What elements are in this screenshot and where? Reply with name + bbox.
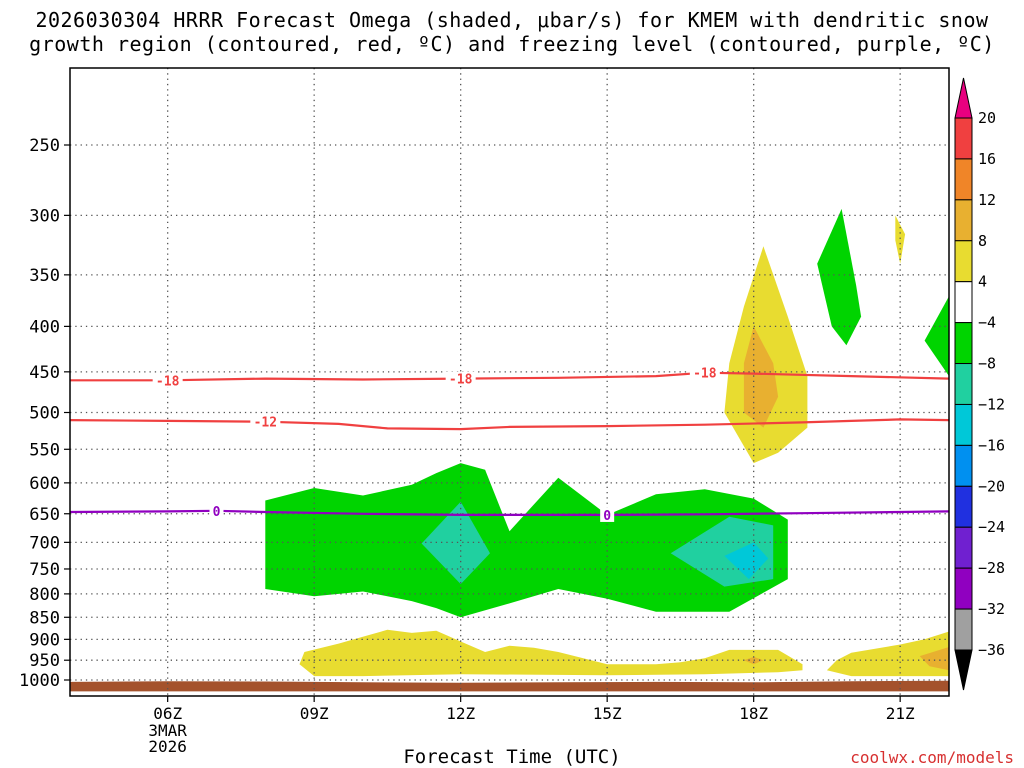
- ytick-label-800: 800: [29, 585, 60, 605]
- terrain-fill: [70, 680, 949, 692]
- xdate-label-1: 2026: [148, 737, 187, 756]
- colorbar-tick-11: −28: [978, 559, 1005, 577]
- omega-region-7: [895, 215, 906, 264]
- ytick-label-300: 300: [29, 206, 60, 226]
- colorbar-box-5: [954, 281, 973, 324]
- ytick-label-650: 650: [29, 505, 60, 525]
- xtick-label-21Z: 21Z: [886, 704, 915, 723]
- colorbar-tick-10: −24: [978, 518, 1005, 536]
- colorbar-top-triangle: [954, 77, 973, 119]
- ytick-label-250: 250: [29, 136, 60, 156]
- omega-region-5: [743, 326, 779, 428]
- colorbar-box-13: [954, 608, 973, 651]
- ytick-label-350: 350: [29, 266, 60, 286]
- omega-region-12: [919, 647, 949, 671]
- colorbar-box-2: [954, 158, 973, 201]
- ytick-label-400: 400: [29, 317, 60, 337]
- contour-line-1: [70, 418, 949, 431]
- omega-region-10: [743, 656, 764, 665]
- contour-line-0: [70, 371, 949, 382]
- ytick-label-500: 500: [29, 404, 60, 424]
- colorbar-tick-5: −4: [978, 314, 996, 332]
- chart-title-line2: growth region (contoured, red, ºC) and f…: [29, 32, 995, 56]
- contour-label-0-0: -18: [156, 374, 180, 389]
- plot-area: -18 -18 -18 -12 0 0: [70, 68, 949, 696]
- xtick-label-09Z: 09Z: [300, 704, 329, 723]
- ytick-label-550: 550: [29, 440, 60, 460]
- colorbar-box-1: [954, 117, 973, 160]
- credit-link[interactable]: coolwx.com/models: [850, 748, 1014, 767]
- omega-region-6: [817, 208, 862, 346]
- colorbar-box-4: [954, 240, 973, 283]
- colorbar-tick-2: 12: [978, 191, 996, 209]
- xdate-label-0: 3MAR: [148, 721, 187, 740]
- omega-region-11: [826, 631, 949, 677]
- contour-label-2-0: 0: [213, 505, 221, 520]
- contour-label-bg-0-0: [152, 373, 183, 388]
- chart-title-line1: 2026030304 HRRR Forecast Omega (shaded, …: [35, 8, 989, 32]
- ytick-label-1000: 1000: [19, 671, 60, 691]
- colorbar-bottom-triangle: [954, 649, 973, 691]
- ytick-label-600: 600: [29, 474, 60, 494]
- colorbar-box-7: [954, 363, 973, 405]
- colorbar-tick-8: −16: [978, 436, 1005, 454]
- contour-label-2-1: 0: [603, 509, 611, 524]
- colorbar-tick-3: 8: [978, 232, 987, 250]
- contour-label-0-1: -18: [449, 373, 473, 388]
- xtick-label-06Z: 06Z: [153, 704, 182, 723]
- colorbar-tick-12: −32: [978, 600, 1005, 618]
- xtick-label-12Z: 12Z: [446, 704, 475, 723]
- contour-label-bg-2-0: [209, 503, 224, 518]
- colorbar-tick-1: 16: [978, 150, 996, 168]
- colorbar-tick-4: 4: [978, 273, 987, 291]
- contour-label-1-0: -12: [254, 416, 277, 431]
- colorbar-box-10: [954, 485, 973, 528]
- colorbar-tick-7: −12: [978, 395, 1005, 413]
- contour-label-bg-0-2: [689, 365, 720, 380]
- colorbar-box-12: [954, 567, 973, 610]
- omega-region-0: [265, 463, 788, 618]
- omega-region-3: [724, 542, 769, 580]
- colorbar-box-9: [954, 444, 973, 487]
- colorbar-box-8: [954, 403, 973, 446]
- omega-region-9: [299, 629, 803, 677]
- colorbar-tick-0: 20: [978, 109, 996, 127]
- omega-region-1: [421, 501, 490, 585]
- colorbar-box-6: [954, 322, 973, 365]
- contour-label-bg-1-0: [250, 414, 281, 429]
- contour-label-bg-2-1: [600, 507, 615, 522]
- omega-region-8: [924, 296, 949, 377]
- ytick-label-750: 750: [29, 560, 60, 580]
- contour-label-bg-0-1: [445, 371, 476, 386]
- colorbar-tick-6: −8: [978, 355, 996, 373]
- contour-line-2: [70, 509, 949, 516]
- colorbar-tick-13: −36: [978, 641, 1005, 659]
- xtick-label-15Z: 15Z: [593, 704, 622, 723]
- ytick-label-900: 900: [29, 630, 60, 650]
- ytick-label-700: 700: [29, 533, 60, 553]
- contour-label-0-2: -18: [693, 367, 717, 382]
- ytick-label-950: 950: [29, 651, 60, 671]
- colorbar-box-11: [954, 526, 973, 569]
- ytick-label-450: 450: [29, 363, 60, 383]
- ytick-label-850: 850: [29, 608, 60, 628]
- xtick-label-18Z: 18Z: [739, 704, 768, 723]
- colorbar-tick-9: −20: [978, 477, 1005, 495]
- colorbar-box-3: [954, 199, 973, 242]
- x-axis-title: Forecast Time (UTC): [403, 746, 621, 768]
- plot-frame: [69, 67, 950, 697]
